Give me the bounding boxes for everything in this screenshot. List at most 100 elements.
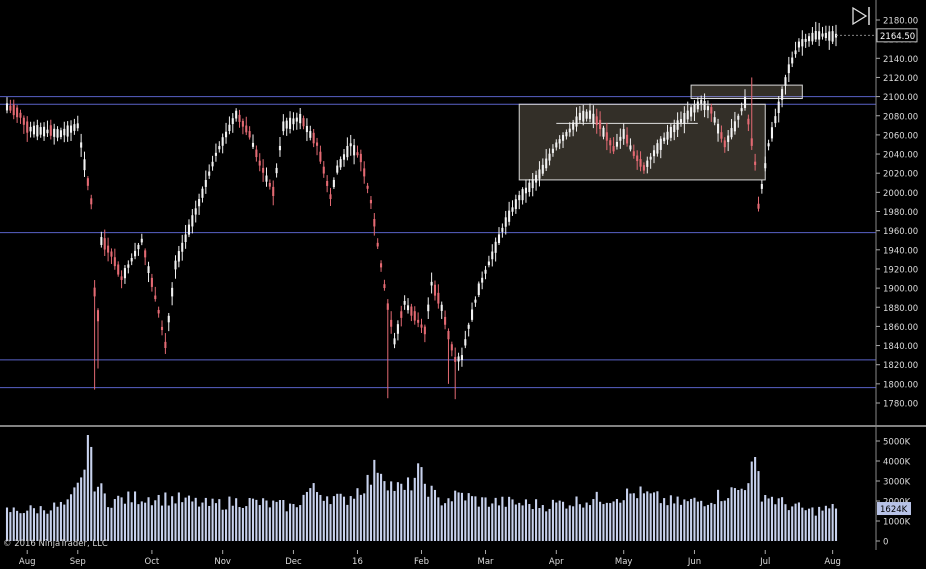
volume-tick-label: 5000K <box>883 438 911 448</box>
time-tick-label: Nov <box>214 557 231 567</box>
volume-bar-222 <box>754 457 757 541</box>
candle-133 <box>454 347 457 400</box>
volume-bar-28 <box>100 483 103 541</box>
price-tick-label: 1780.00 <box>883 400 918 410</box>
candle-91 <box>312 128 315 148</box>
candle-132 <box>450 341 453 357</box>
volume-bar-88 <box>302 494 305 541</box>
volume-bar-27 <box>96 486 100 541</box>
candle-80 <box>275 163 278 178</box>
candle-12 <box>46 120 49 137</box>
price-tick-label: 2120.00 <box>883 74 918 84</box>
volume-bar-172 <box>585 502 588 541</box>
volume-bar-141 <box>481 497 484 541</box>
volume-bar-66 <box>228 496 231 541</box>
candle-170 <box>578 106 581 124</box>
candle-203 <box>690 105 693 122</box>
candle-43 <box>150 273 153 292</box>
candle-63 <box>218 141 221 153</box>
volume-bar-192 <box>652 492 656 541</box>
price-tick-label: 2140.00 <box>883 55 918 65</box>
candle-44 <box>154 286 157 302</box>
candle-42 <box>147 261 150 283</box>
last-value-labels: 2164.50 1624K <box>836 28 918 516</box>
volume-bar-72 <box>248 497 251 541</box>
volume-bar-121 <box>413 477 416 541</box>
volume-bar-10 <box>39 506 42 541</box>
candle-31 <box>110 248 113 264</box>
volume-bar-149 <box>508 496 511 541</box>
volume-bar-102 <box>349 496 352 541</box>
candle-27 <box>96 308 100 369</box>
price-axis[interactable]: 1780.00 1800.00 1820.00 1840.00 1860.00 1880.… <box>876 17 918 410</box>
candle-112 <box>383 279 386 291</box>
candle-3 <box>16 105 19 123</box>
volume-bar-152 <box>518 502 521 541</box>
volume-tick-label: 0 <box>883 538 888 548</box>
candle-221 <box>750 77 753 150</box>
volume-bar-242 <box>821 510 824 541</box>
candle-198 <box>673 119 676 141</box>
candle-238 <box>807 33 811 47</box>
volume-bar-90 <box>309 488 312 541</box>
volume-bar-143 <box>487 506 490 541</box>
volume-bar-137 <box>467 493 470 541</box>
skip-to-end-icon[interactable] <box>852 6 870 26</box>
time-axis[interactable]: Aug Sep Oct Nov Dec 16 Feb Mar Apr May Jun Jul Aug <box>19 550 841 567</box>
volume-bar-56 <box>194 497 197 541</box>
annotation-zone-1[interactable] <box>690 84 803 100</box>
volume-bar-144 <box>491 503 494 541</box>
volume-bar-221 <box>750 461 753 541</box>
volume-bar-167 <box>568 505 571 541</box>
volume-bar-41 <box>144 502 147 541</box>
last-price-badge <box>876 28 918 43</box>
volume-bar-157 <box>535 499 538 541</box>
candle-35 <box>123 265 126 284</box>
candle-134 <box>457 352 460 371</box>
candle-187 <box>636 150 639 170</box>
candle-129 <box>440 301 443 319</box>
candle-217 <box>737 113 740 128</box>
candle-55 <box>191 209 194 234</box>
candle-142 <box>484 265 487 280</box>
volume-bar-241 <box>818 506 821 541</box>
volume-bar-106 <box>363 493 366 541</box>
candle-60 <box>208 164 211 179</box>
volume-bar-195 <box>663 498 666 541</box>
candle-53 <box>184 224 187 249</box>
candle-114 <box>390 311 393 334</box>
candle-2 <box>12 99 15 120</box>
horizontal-levels[interactable] <box>0 96 876 389</box>
last-volume-badge <box>877 502 911 516</box>
volume-bar-165 <box>561 501 565 541</box>
candle-234 <box>794 41 797 58</box>
volume-bar-140 <box>477 506 480 541</box>
volume-bar-114 <box>390 481 393 541</box>
candle-117 <box>400 305 403 327</box>
volume-bar-6 <box>26 510 29 541</box>
candle-86 <box>295 112 298 130</box>
candle-14 <box>53 123 56 145</box>
candle-19 <box>69 120 73 142</box>
candle-32 <box>113 248 116 270</box>
candle-71 <box>245 116 248 136</box>
candle-213 <box>723 137 726 153</box>
candle-183 <box>622 123 625 145</box>
volume-bar-25 <box>90 446 93 541</box>
volume-bar-80 <box>275 501 278 541</box>
volume-bar-101 <box>346 504 349 541</box>
candle-18 <box>66 121 69 142</box>
candle-204 <box>693 100 696 122</box>
volume-bar-206 <box>700 500 703 541</box>
volume-bar-198 <box>673 503 676 541</box>
volume-bar-93 <box>319 494 322 541</box>
volume-bar-103 <box>353 498 356 541</box>
price-tick-label: 1800.00 <box>883 380 918 390</box>
time-tick-label: Mar <box>478 557 495 567</box>
volume-bar-14 <box>53 502 56 541</box>
candle-121 <box>413 306 416 325</box>
volume-bar-135 <box>460 492 463 541</box>
volume-bar-91 <box>312 483 315 541</box>
volume-bar-184 <box>626 488 629 541</box>
